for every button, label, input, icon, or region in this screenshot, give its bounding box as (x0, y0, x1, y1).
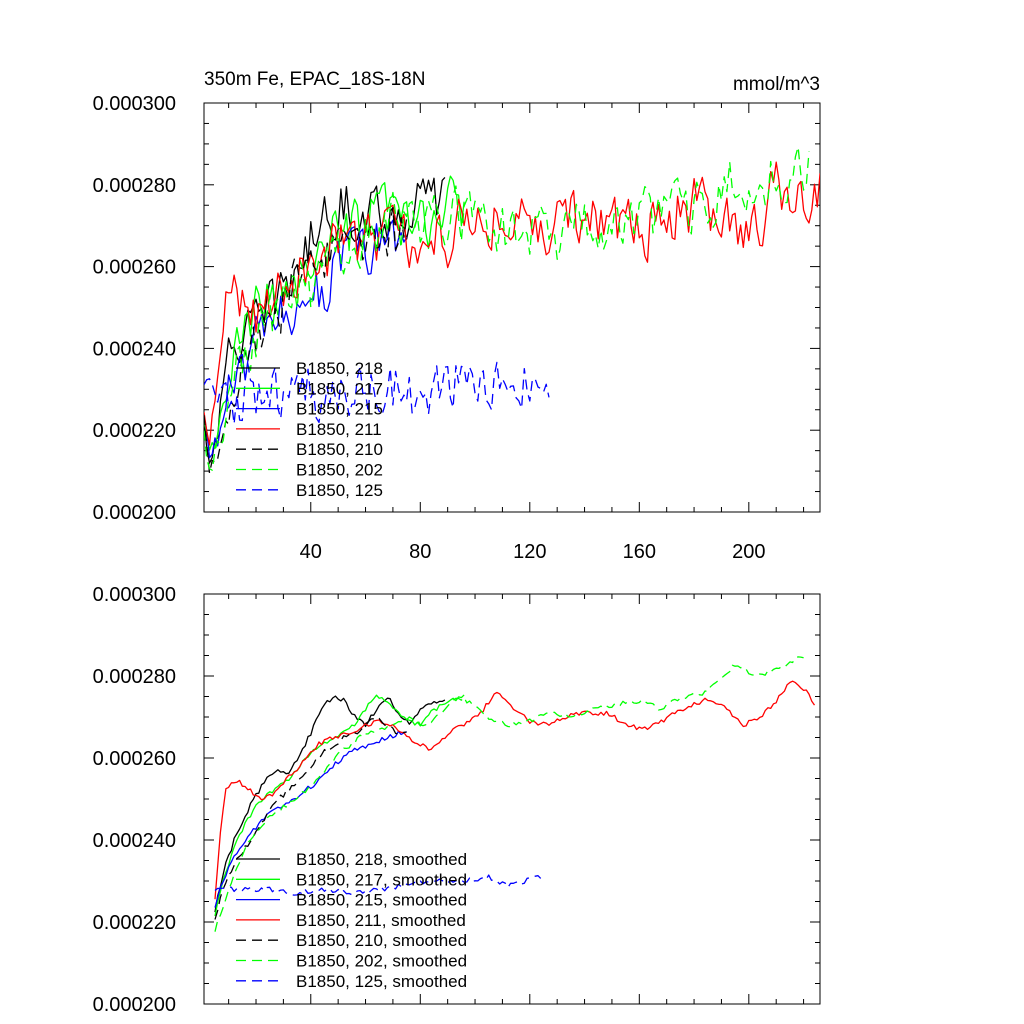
y-tick-label: 0.000280 (93, 175, 176, 197)
top-panel: 0.000200 0.000220 0.000240 0.000260 0.000280… (93, 69, 821, 563)
series-line-3 (204, 219, 408, 459)
legend-label: B1850, 218 (296, 359, 383, 378)
legend-label: B1850, 202, smoothed (296, 952, 467, 971)
y-tick-label: 0.000300 (93, 93, 176, 115)
legend-label: B1850, 218, smoothed (296, 850, 467, 869)
series-line-7 (214, 874, 542, 896)
legend-label: B1850, 125, smoothed (296, 972, 467, 991)
y-tick-label: 0.000260 (93, 748, 176, 770)
y-tick-label: 0.000260 (93, 257, 176, 279)
legend-label: B1850, 210, smoothed (296, 931, 467, 950)
x-tick-label: 40 (300, 541, 322, 563)
legend-label: B1850, 125 (296, 481, 383, 500)
y-tick-label: 0.000220 (93, 912, 176, 934)
series-line-3 (214, 730, 407, 908)
y-tick-label: 0.000220 (93, 420, 176, 442)
x-tick-label: 120 (513, 541, 546, 563)
series-line-5 (204, 206, 408, 474)
series-line-6 (204, 146, 810, 471)
series-group (204, 146, 820, 474)
series-line-2 (214, 694, 465, 917)
legend-label: B1850, 202 (296, 461, 383, 480)
y-tick-label: 0.000200 (93, 502, 176, 524)
y-tick-label: 0.000280 (93, 666, 176, 688)
series-line-5 (214, 716, 407, 920)
legend-label: B1850, 217, smoothed (296, 870, 467, 889)
legend-label: B1850, 217 (296, 379, 383, 398)
x-tick-label: 160 (623, 541, 656, 563)
legend-label: B1850, 211, smoothed (296, 911, 466, 930)
series-line-2 (204, 175, 465, 451)
y-tick-label: 0.000200 (93, 994, 176, 1016)
bottom-panel: 0.000200 0.000220 0.000240 0.000260 0.000280… (93, 584, 821, 1016)
series-line-6 (214, 656, 804, 932)
y-tick-label: 0.000240 (93, 830, 176, 852)
x-tick-label: 80 (409, 541, 431, 563)
y-tick-label: 0.000240 (93, 338, 176, 360)
series-group (214, 656, 816, 932)
series-line-7 (204, 361, 550, 425)
series-line-4 (214, 680, 816, 900)
legend-label: B1850, 211 (296, 420, 382, 439)
units-label: mmol/m^3 (733, 74, 820, 95)
legend-label: B1850, 210 (296, 440, 383, 459)
chart-title: 350m Fe, EPAC_18S-18N (204, 69, 425, 90)
y-tick-label: 0.000300 (93, 584, 176, 606)
x-tick-label: 200 (732, 541, 765, 563)
legend-label: B1850, 215, smoothed (296, 891, 467, 910)
legend-label: B1850, 215 (296, 400, 383, 419)
